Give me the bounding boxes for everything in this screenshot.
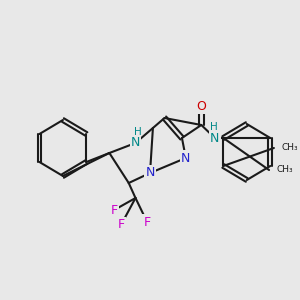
Text: CH₃: CH₃ — [277, 166, 293, 175]
Text: F: F — [111, 203, 118, 217]
Text: N: N — [210, 131, 220, 145]
Text: O: O — [196, 100, 206, 112]
Text: N: N — [145, 167, 155, 179]
Text: H: H — [210, 122, 218, 132]
Text: H: H — [134, 127, 141, 137]
Text: N: N — [181, 152, 190, 164]
Text: CH₃: CH₃ — [282, 143, 298, 152]
Text: F: F — [143, 215, 151, 229]
Text: F: F — [117, 218, 124, 232]
Text: N: N — [131, 136, 140, 149]
